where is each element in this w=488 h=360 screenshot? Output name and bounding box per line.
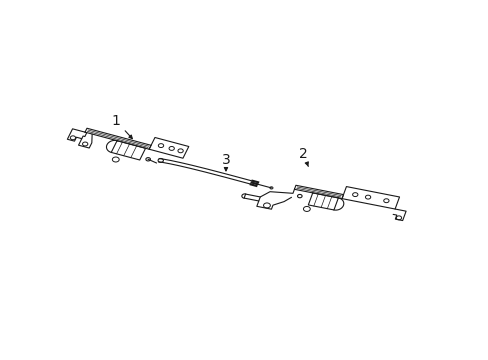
Text: 1: 1: [111, 114, 132, 139]
Text: 2: 2: [299, 147, 308, 166]
Text: 3: 3: [221, 153, 230, 171]
